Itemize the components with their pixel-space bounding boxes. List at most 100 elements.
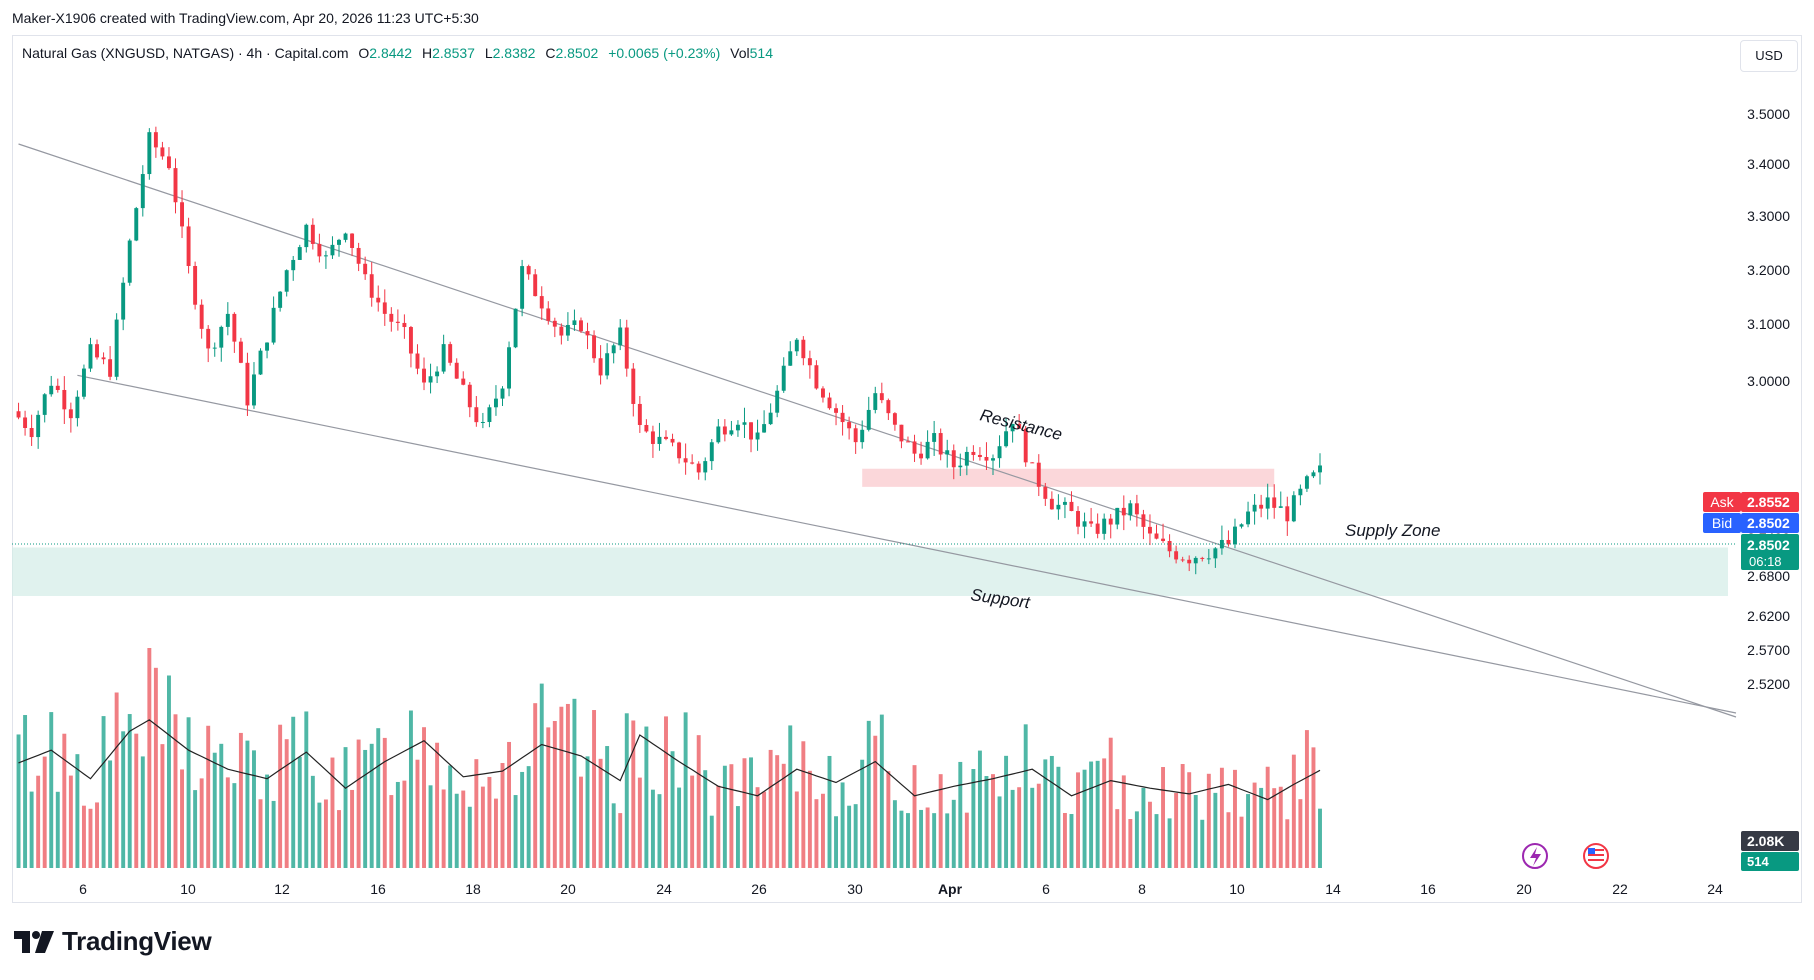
x-axis-tick: 8: [1138, 881, 1146, 897]
volume-bar: [1246, 794, 1251, 868]
volume-bar: [219, 743, 224, 868]
y-axis-tick: 2.5200: [1747, 676, 1790, 692]
volume-bar: [23, 715, 28, 868]
candle-body: [75, 396, 80, 419]
volume-bar: [166, 675, 171, 868]
candle-body: [670, 438, 675, 443]
volume-bar: [389, 795, 394, 868]
resistance-trendline[interactable]: [18, 143, 1737, 718]
candle-body: [735, 424, 740, 431]
y-axis-tick: 3.4000: [1747, 156, 1790, 172]
candle-body: [801, 339, 806, 359]
y-axis-tick: 3.2000: [1747, 262, 1790, 278]
candle-body: [657, 436, 662, 444]
candle-body: [840, 412, 845, 423]
candle-body: [389, 313, 394, 322]
ask-label-bg: [1703, 492, 1741, 512]
volume-bar: [618, 813, 623, 868]
candle-body: [271, 307, 276, 343]
volume-bar: [768, 749, 773, 868]
candle-body: [68, 409, 73, 419]
candle-body: [376, 297, 381, 303]
candle-body: [343, 233, 348, 240]
volume-bar: [938, 774, 943, 868]
candle-body: [1161, 538, 1166, 541]
change-value: +0.0065 (+0.23%): [608, 45, 721, 61]
candle-body: [193, 265, 198, 305]
volume-bar: [134, 733, 139, 868]
volume-bar: [1147, 801, 1152, 868]
flag-canton: [1588, 848, 1595, 854]
candle-body: [493, 398, 498, 408]
volume-bar: [350, 789, 355, 868]
candle-body: [611, 345, 616, 354]
volume-bar: [598, 758, 603, 868]
currency-button[interactable]: USD: [1740, 40, 1798, 72]
candle-body: [297, 247, 302, 260]
volume-bar: [408, 710, 413, 868]
candle-body: [1311, 472, 1316, 477]
volume-bar: [664, 716, 668, 868]
volume-bar: [382, 737, 387, 868]
x-axis-tick: 12: [274, 881, 290, 897]
volume-bar: [160, 744, 165, 868]
x-axis-tick: 10: [1229, 881, 1245, 897]
candle-body: [624, 327, 629, 369]
candle-body: [605, 353, 610, 376]
candle-body: [1259, 504, 1264, 509]
volume-bar: [121, 731, 126, 868]
candle-body: [539, 296, 544, 309]
volume-bar: [631, 720, 636, 868]
y-axis-tick: 3.0000: [1747, 373, 1790, 389]
volume-bar: [716, 785, 721, 868]
candle-body: [820, 388, 825, 398]
demand-zone: [12, 547, 1728, 596]
volume-bar: [1259, 787, 1264, 868]
high-label: H: [421, 45, 433, 61]
candle-body: [886, 400, 891, 414]
volume-bar: [1056, 766, 1061, 868]
candle-body: [513, 308, 518, 348]
bid-label-bg: [1703, 513, 1741, 533]
candle-body: [664, 436, 668, 439]
candle-body: [520, 266, 525, 309]
volume-bar: [873, 735, 878, 868]
candle-body: [356, 247, 361, 264]
candle-body: [1180, 559, 1185, 561]
candle-body: [814, 365, 819, 389]
candle-body: [23, 417, 28, 428]
volume-bar: [304, 711, 309, 868]
volume-bar: [55, 791, 60, 868]
volume-bar: [448, 765, 453, 868]
candle-body: [317, 243, 322, 257]
candle-body: [337, 239, 341, 245]
volume-bar: [114, 692, 119, 868]
candle-body: [546, 308, 551, 321]
candle-body: [991, 458, 995, 461]
candle-body: [448, 344, 453, 363]
y-axis-tick: 2.6200: [1747, 608, 1790, 624]
candle-body: [363, 263, 368, 275]
candle-body: [749, 422, 753, 440]
volume-bar: [683, 712, 688, 868]
candle-body: [1291, 495, 1296, 522]
candle-body: [16, 411, 21, 418]
volume-bar: [879, 714, 884, 868]
volume-bar: [422, 727, 426, 868]
candle-body: [703, 461, 708, 473]
volume-bar: [271, 800, 276, 868]
candle-body: [212, 347, 217, 349]
candle-body: [1298, 488, 1303, 496]
volume-bar: [186, 717, 191, 868]
volume-bar: [611, 803, 616, 868]
volume-bar: [1167, 818, 1172, 868]
volume-bar: [997, 796, 1002, 868]
candle-body: [278, 291, 283, 308]
candle-body: [1010, 423, 1015, 432]
volume-bar: [958, 761, 963, 868]
volume-moving-average: [18, 719, 1321, 801]
candle-body: [722, 426, 727, 435]
bid-price-bg: [1741, 513, 1799, 533]
tradingview-logo[interactable]: TradingView: [14, 926, 212, 957]
